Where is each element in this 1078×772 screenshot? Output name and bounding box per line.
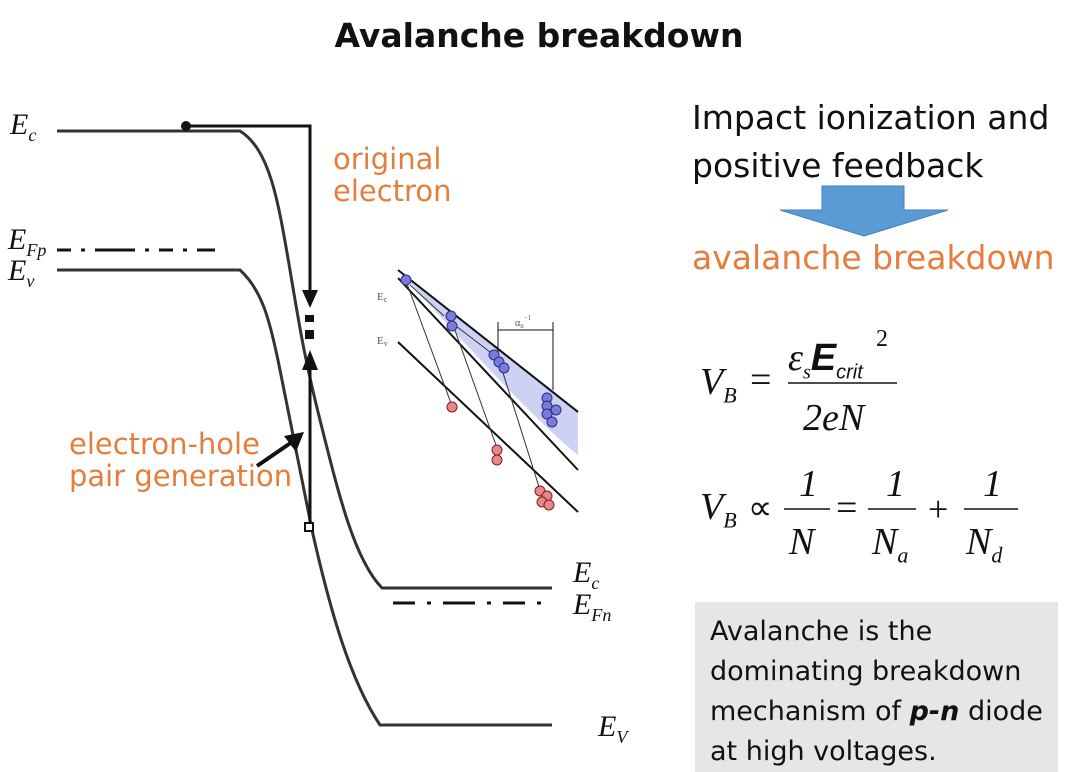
inset-electron xyxy=(541,408,553,420)
inset-electron xyxy=(446,320,458,332)
inset-electron xyxy=(546,416,558,428)
efn-label: EFn xyxy=(573,588,612,625)
ec-right-label: Ec xyxy=(573,556,600,593)
equals-sign: = xyxy=(750,359,772,401)
plus-sign: + xyxy=(928,489,949,529)
numerator: εsEcrit xyxy=(788,337,863,384)
inset-hole xyxy=(543,499,555,511)
inset-alpha-label: αn−1 xyxy=(515,314,532,330)
hole-marker xyxy=(304,522,314,532)
efp-label: EFp xyxy=(8,223,47,260)
page-title: Avalanche breakdown xyxy=(334,16,744,55)
avalanche-inset: Ec Ev αn−1 xyxy=(377,269,579,513)
impact-ionization-text: Impact ionization and positive feedback xyxy=(692,98,1050,185)
exponent: 2 xyxy=(876,326,888,352)
fraction-a-num: 1 xyxy=(886,463,905,505)
electron-path xyxy=(186,124,312,298)
pair-pointer-head xyxy=(284,432,304,452)
ev-left-label: Ev xyxy=(8,254,35,291)
hole-arrowhead xyxy=(302,350,318,370)
inset-ec xyxy=(397,269,579,413)
inset-electron xyxy=(550,404,562,416)
fraction-d-num: 1 xyxy=(983,463,1002,505)
denominator: 2eN xyxy=(803,397,865,439)
original-electron-label: original electron xyxy=(333,142,452,208)
result-arrow xyxy=(779,185,949,237)
inset-hole xyxy=(491,454,503,466)
inset-ev xyxy=(397,341,579,513)
valence-band xyxy=(57,268,552,727)
inset-ev-label: Ev xyxy=(377,335,388,348)
pair-generation-label: electron-hole pair generation xyxy=(69,427,293,493)
fraction-one-num: 1 xyxy=(799,463,818,505)
note-text: Avalanche is the dominating breakdown me… xyxy=(710,616,1043,767)
inset-electron xyxy=(400,274,412,286)
pair-pointer xyxy=(255,440,294,468)
conduction-band xyxy=(57,129,552,590)
ev-right-label: EV xyxy=(598,710,628,747)
proportional-sign: ∝ xyxy=(748,490,773,527)
fraction-n-den: N xyxy=(789,521,815,563)
electron-marker xyxy=(305,330,314,339)
electron-marker xyxy=(305,315,314,322)
electron-arrowhead xyxy=(302,290,318,308)
note-box xyxy=(695,602,1058,772)
inset-electron xyxy=(498,362,510,374)
inset-ec-label: Ec xyxy=(377,291,388,304)
fraction-nd-den: Nd xyxy=(966,521,1003,568)
fraction-na-den: Na xyxy=(872,521,909,568)
inset-hole xyxy=(446,401,458,413)
vb-symbol: VB xyxy=(700,361,737,408)
inset-hole xyxy=(491,444,503,456)
vb-prop-symbol: VB xyxy=(700,486,737,533)
ec-left-label: Ec xyxy=(10,108,37,145)
equals-sign-2: = xyxy=(836,487,858,529)
inset-ec-lower xyxy=(397,277,579,471)
inset-electron xyxy=(445,310,457,322)
avalanche-breakdown-text: avalanche breakdown xyxy=(692,238,1055,277)
inset-shaded-region xyxy=(398,270,578,455)
